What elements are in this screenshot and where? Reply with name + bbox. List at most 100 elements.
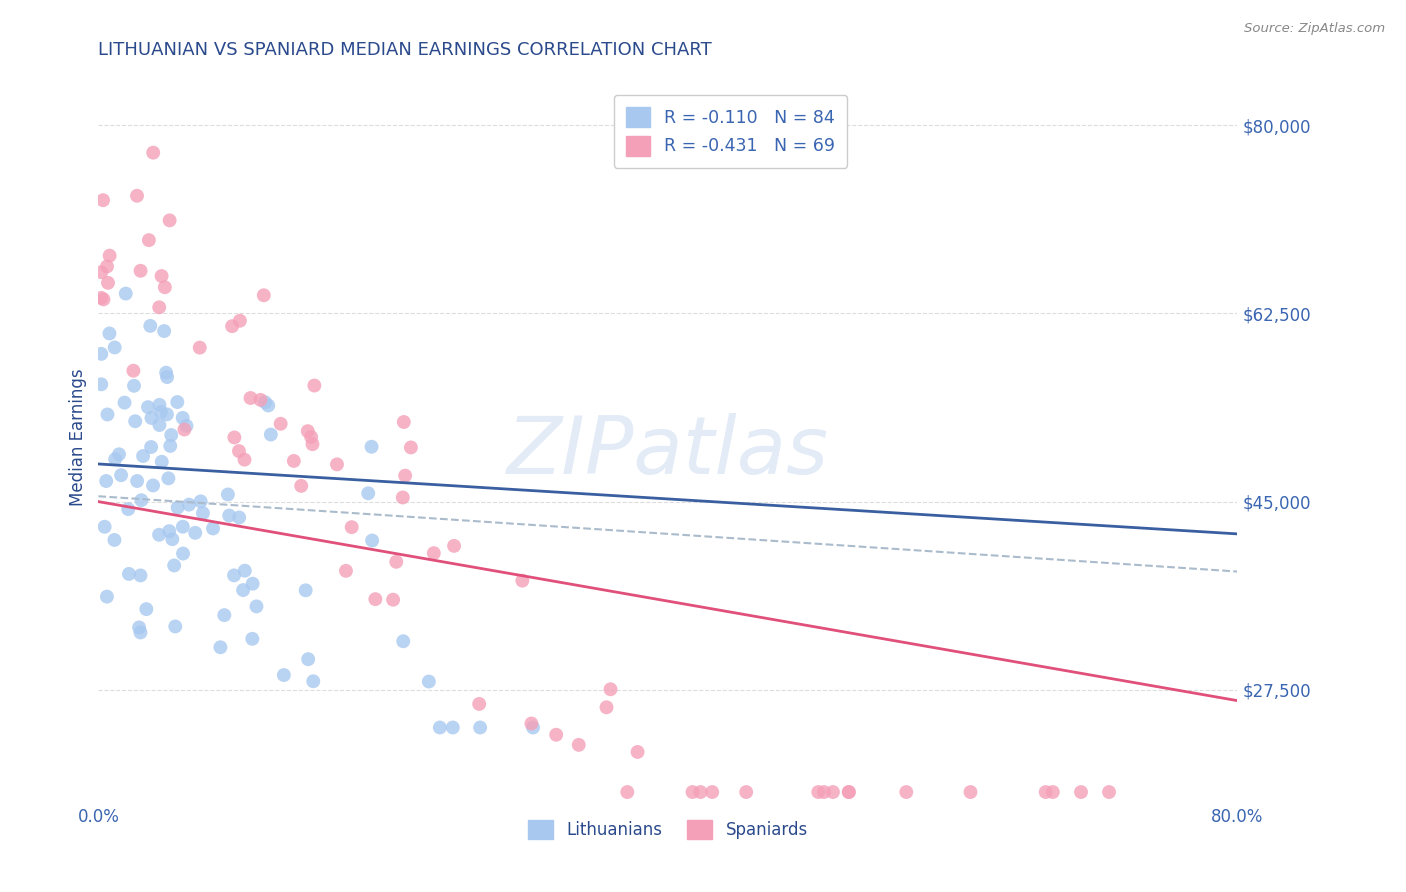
Point <box>218 508 240 523</box>
Point <box>399 441 422 455</box>
Point <box>159 213 181 227</box>
Point <box>245 599 267 614</box>
Point <box>222 568 245 582</box>
Point <box>162 532 184 546</box>
Point <box>150 268 173 283</box>
Point <box>93 293 115 307</box>
Point <box>184 525 207 540</box>
Point <box>155 366 177 380</box>
Point <box>249 392 271 407</box>
Point <box>260 427 283 442</box>
Point <box>139 318 162 333</box>
Point <box>157 471 180 485</box>
Text: Source: ZipAtlas.com: Source: ZipAtlas.com <box>1244 22 1385 36</box>
Point <box>125 188 148 202</box>
Point <box>124 414 146 428</box>
Point <box>423 546 446 560</box>
Point <box>233 452 256 467</box>
Point <box>128 620 150 634</box>
Point <box>838 785 860 799</box>
Point <box>159 439 181 453</box>
Point <box>90 377 112 392</box>
Point <box>138 233 160 247</box>
Point <box>172 410 194 425</box>
Point <box>253 288 276 302</box>
Point <box>217 487 239 501</box>
Point <box>110 468 132 483</box>
Point <box>103 533 125 547</box>
Point <box>129 568 152 582</box>
Point <box>304 378 326 392</box>
Point <box>616 785 638 799</box>
Point <box>468 697 491 711</box>
Point <box>302 674 325 689</box>
Point <box>156 408 179 422</box>
Point <box>214 608 236 623</box>
Point <box>104 452 127 467</box>
Point <box>93 520 115 534</box>
Point <box>240 632 263 646</box>
Point <box>90 265 112 279</box>
Point <box>896 785 918 799</box>
Point <box>242 576 264 591</box>
Point <box>98 326 121 341</box>
Point <box>735 785 758 799</box>
Point <box>418 674 440 689</box>
Point <box>173 423 195 437</box>
Point <box>114 395 136 409</box>
Legend: Lithuanians, Spaniards: Lithuanians, Spaniards <box>522 814 814 846</box>
Point <box>1035 785 1057 799</box>
Point <box>96 260 118 274</box>
Text: ZIPatlas: ZIPatlas <box>506 413 830 491</box>
Point <box>392 415 415 429</box>
Point <box>96 408 118 422</box>
Point <box>1098 785 1121 799</box>
Point <box>96 590 118 604</box>
Point <box>682 785 704 799</box>
Point <box>135 602 157 616</box>
Point <box>149 405 172 419</box>
Point <box>239 391 262 405</box>
Point <box>1042 785 1064 799</box>
Point <box>98 249 121 263</box>
Point <box>391 491 413 505</box>
Point <box>599 682 621 697</box>
Point <box>357 486 380 500</box>
Point <box>257 399 280 413</box>
Point <box>326 458 349 472</box>
Point <box>142 478 165 492</box>
Point <box>163 558 186 573</box>
Point <box>122 379 145 393</box>
Point <box>118 566 141 581</box>
Point <box>595 700 617 714</box>
Point <box>229 314 252 328</box>
Point <box>340 520 363 534</box>
Point <box>90 291 112 305</box>
Point <box>131 493 153 508</box>
Point <box>156 370 179 384</box>
Point <box>821 785 844 799</box>
Point <box>232 583 254 598</box>
Point <box>392 634 415 648</box>
Point <box>568 738 591 752</box>
Point <box>142 145 165 160</box>
Point <box>136 400 159 414</box>
Point <box>191 506 214 520</box>
Point <box>702 785 724 799</box>
Point <box>360 440 382 454</box>
Point <box>129 264 152 278</box>
Point <box>364 592 387 607</box>
Point <box>838 785 860 799</box>
Point <box>160 428 183 442</box>
Point <box>139 440 162 454</box>
Point <box>148 301 170 315</box>
Point <box>290 479 312 493</box>
Point <box>190 494 212 508</box>
Point <box>96 474 118 488</box>
Point <box>209 640 232 655</box>
Point <box>1070 785 1092 799</box>
Point <box>90 347 112 361</box>
Point <box>546 728 568 742</box>
Point <box>148 418 170 433</box>
Point <box>91 193 114 207</box>
